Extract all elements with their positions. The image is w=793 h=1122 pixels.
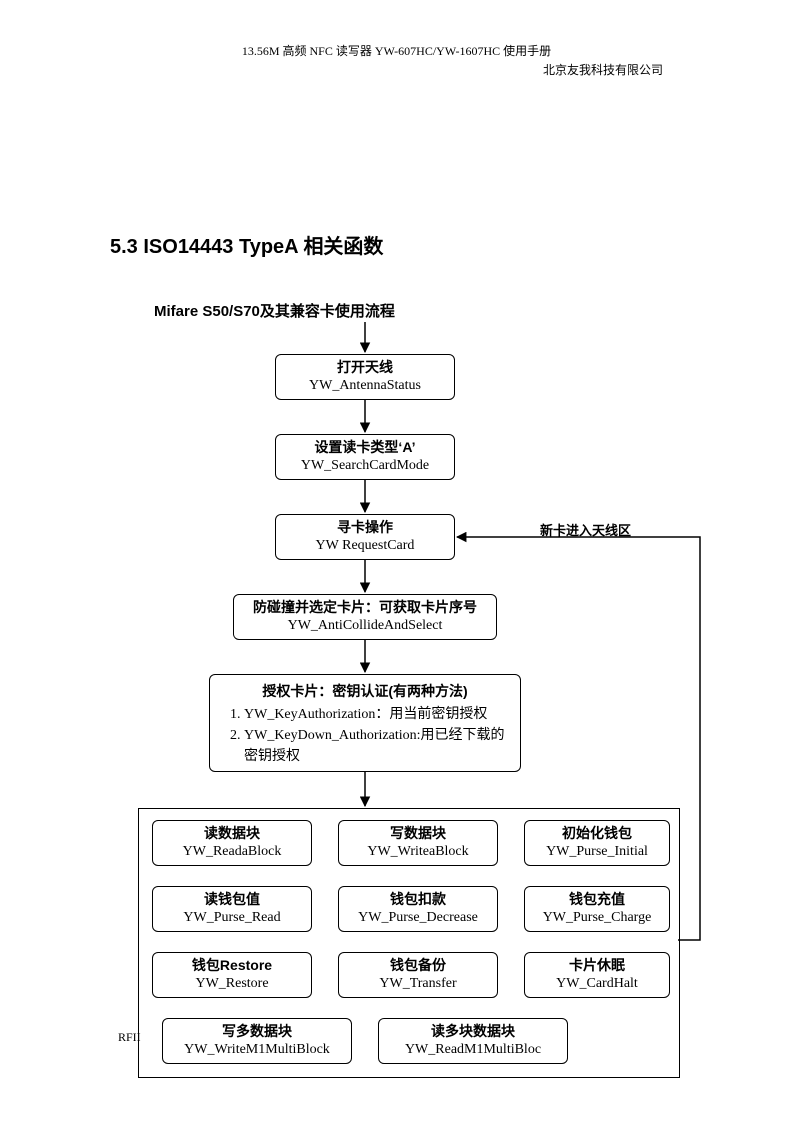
page: 13.56M 高频 NFC 读写器 YW-607HC/YW-1607HC 使用手… [0,0,793,1122]
node-title: 打开天线 [337,358,393,377]
op-func: YW_CardHalt [556,975,638,994]
op-title: 读钱包值 [204,890,260,909]
op-title: 卡片休眠 [569,956,625,975]
auth-list: YW_KeyAuthorization：用当前密钥授权 YW_KeyDown_A… [222,704,508,767]
section-title: 5.3 ISO14443 TypeA 相关函数 [110,230,383,259]
flow-subtitle: Mifare S50/S70及其兼容卡使用流程 [154,300,395,321]
op-purse-initial: 初始化钱包 YW_Purse_Initial [524,820,670,866]
op-title: 读多块数据块 [431,1022,515,1041]
node-title: 寻卡操作 [337,518,393,537]
node-antenna: 打开天线 YW_AntennaStatus [275,354,455,400]
op-purse-read: 读钱包值 YW_Purse_Read [152,886,312,932]
header-line-2: 北京友我科技有限公司 [0,61,793,80]
op-func: YW_ReadaBlock [183,843,282,862]
op-cardhalt: 卡片休眠 YW_CardHalt [524,952,670,998]
op-title: 钱包Restore [192,956,272,975]
auth-title: 授权卡片：密钥认证(有两种方法) [222,681,508,702]
footer-left: RFII [118,1030,141,1045]
op-write-multi: 写多数据块 YW_WriteM1MultiBlock [162,1018,352,1064]
op-func: YW_Purse_Initial [546,843,648,862]
op-func: YW_WriteM1MultiBlock [184,1041,330,1060]
op-title: 读数据块 [204,824,260,843]
op-read-block: 读数据块 YW_ReadaBlock [152,820,312,866]
node-title: 设置读卡类型‘A’ [314,438,415,457]
op-title: 钱包备份 [390,956,446,975]
page-header: 13.56M 高频 NFC 读写器 YW-607HC/YW-1607HC 使用手… [0,42,793,80]
op-transfer: 钱包备份 YW_Transfer [338,952,498,998]
op-purse-decrease: 钱包扣款 YW_Purse_Decrease [338,886,498,932]
op-func: YW_Purse_Read [183,909,280,928]
node-cardmode: 设置读卡类型‘A’ YW_SearchCardMode [275,434,455,480]
auth-item-1: YW_KeyAuthorization：用当前密钥授权 [244,704,508,725]
node-func: YW_AntiCollideAndSelect [288,617,443,636]
node-func: YW RequestCard [316,537,415,556]
op-write-block: 写数据块 YW_WriteaBlock [338,820,498,866]
node-title: 防碰撞并选定卡片：可获取卡片序号 [253,598,477,617]
op-title: 写数据块 [390,824,446,843]
op-restore: 钱包Restore YW_Restore [152,952,312,998]
op-title: 初始化钱包 [562,824,632,843]
op-read-multi: 读多块数据块 YW_ReadM1MultiBloc [378,1018,568,1064]
op-title: 写多数据块 [222,1022,292,1041]
op-func: YW_WriteaBlock [367,843,468,862]
node-request: 寻卡操作 YW RequestCard [275,514,455,560]
header-line-1: 13.56M 高频 NFC 读写器 YW-607HC/YW-1607HC 使用手… [0,42,793,61]
edge-label-newcard: 新卡进入天线区 [540,520,631,539]
op-title: 钱包扣款 [390,890,446,909]
op-func: YW_Restore [195,975,268,994]
node-anticollide: 防碰撞并选定卡片：可获取卡片序号 YW_AntiCollideAndSelect [233,594,497,640]
auth-item-2: YW_KeyDown_Authorization:用已经下载的密钥授权 [244,725,508,767]
node-func: YW_SearchCardMode [301,457,429,476]
node-func: YW_AntennaStatus [309,377,421,396]
op-purse-charge: 钱包充值 YW_Purse_Charge [524,886,670,932]
op-func: YW_Purse_Charge [543,909,652,928]
op-func: YW_Purse_Decrease [358,909,478,928]
op-title: 钱包充值 [569,890,625,909]
op-func: YW_Transfer [379,975,456,994]
op-func: YW_ReadM1MultiBloc [405,1041,541,1060]
node-auth: 授权卡片：密钥认证(有两种方法) YW_KeyAuthorization：用当前… [209,674,521,772]
